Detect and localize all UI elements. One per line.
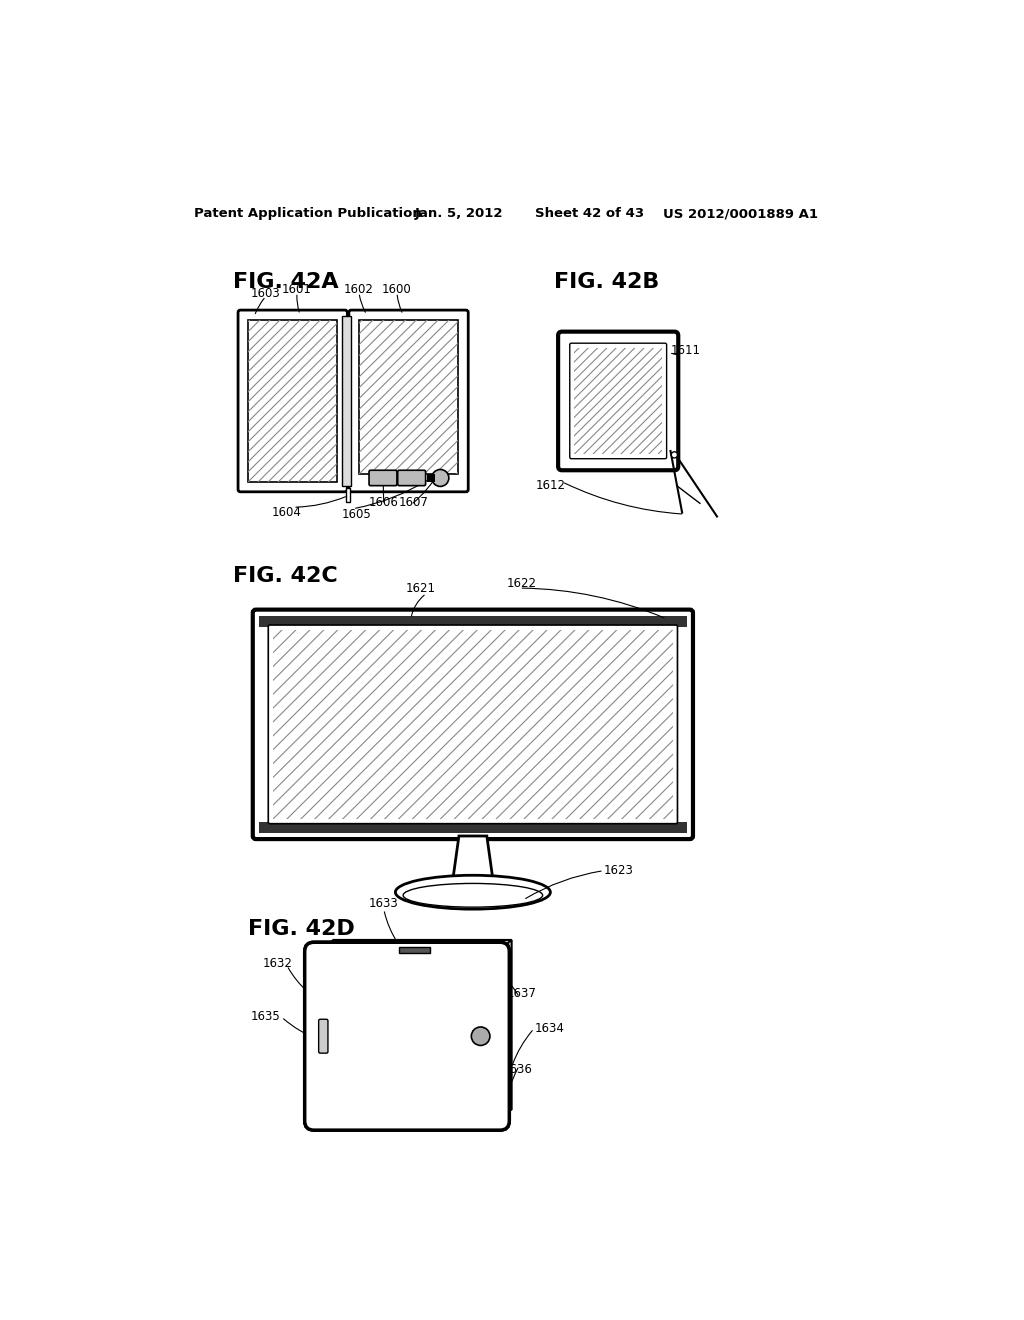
Bar bbox=[359, 321, 458, 474]
Bar bbox=[331, 969, 483, 1104]
FancyBboxPatch shape bbox=[268, 626, 678, 824]
Text: 1600: 1600 bbox=[382, 282, 412, 296]
FancyBboxPatch shape bbox=[238, 310, 347, 492]
Bar bbox=[399, 946, 430, 953]
Text: 1612: 1612 bbox=[536, 479, 565, 492]
Text: 1605: 1605 bbox=[342, 508, 372, 520]
Bar bbox=[273, 630, 673, 818]
Text: 1632: 1632 bbox=[262, 957, 293, 970]
Ellipse shape bbox=[403, 883, 543, 907]
Circle shape bbox=[471, 1027, 489, 1045]
Bar bbox=[574, 348, 662, 454]
Ellipse shape bbox=[395, 875, 550, 909]
Text: FIG. 42D: FIG. 42D bbox=[248, 919, 355, 939]
Bar bbox=[574, 348, 662, 454]
Text: Jan. 5, 2012: Jan. 5, 2012 bbox=[415, 207, 503, 220]
Text: 1635: 1635 bbox=[250, 1010, 280, 1023]
Text: 1606: 1606 bbox=[369, 496, 398, 510]
Text: FIG. 42C: FIG. 42C bbox=[232, 566, 337, 586]
Bar bbox=[259, 822, 687, 833]
Text: FIG. 42A: FIG. 42A bbox=[232, 272, 338, 292]
FancyBboxPatch shape bbox=[305, 942, 509, 1130]
Text: 1602: 1602 bbox=[344, 282, 374, 296]
FancyBboxPatch shape bbox=[397, 470, 426, 486]
Text: 1631: 1631 bbox=[399, 1101, 430, 1114]
Text: 1633: 1633 bbox=[369, 898, 398, 911]
FancyBboxPatch shape bbox=[318, 1019, 328, 1053]
Bar bbox=[273, 630, 673, 818]
Text: 1621: 1621 bbox=[406, 582, 436, 594]
Bar bbox=[359, 321, 458, 474]
Text: 1604: 1604 bbox=[272, 506, 302, 519]
Text: 1636: 1636 bbox=[503, 1063, 532, 1076]
Bar bbox=[427, 474, 435, 482]
Circle shape bbox=[672, 451, 678, 458]
Circle shape bbox=[432, 470, 449, 487]
Bar bbox=[331, 969, 483, 1104]
Polygon shape bbox=[496, 940, 512, 1122]
FancyBboxPatch shape bbox=[569, 343, 667, 459]
Text: 1601: 1601 bbox=[282, 282, 312, 296]
Text: 1622: 1622 bbox=[507, 577, 537, 590]
Text: US 2012/0001889 A1: US 2012/0001889 A1 bbox=[663, 207, 818, 220]
Text: 1607: 1607 bbox=[398, 496, 428, 510]
Text: 1623: 1623 bbox=[604, 865, 634, 878]
Text: Patent Application Publication: Patent Application Publication bbox=[194, 207, 422, 220]
Text: FIG. 42B: FIG. 42B bbox=[554, 272, 659, 292]
Polygon shape bbox=[317, 940, 512, 953]
FancyBboxPatch shape bbox=[305, 942, 509, 1130]
FancyBboxPatch shape bbox=[369, 470, 397, 486]
Bar bbox=[259, 615, 687, 627]
Polygon shape bbox=[452, 836, 494, 886]
Text: Sheet 42 of 43: Sheet 42 of 43 bbox=[535, 207, 644, 220]
Bar bbox=[248, 321, 337, 482]
Text: 1611: 1611 bbox=[671, 345, 700, 358]
Text: 1634: 1634 bbox=[535, 1022, 565, 1035]
Text: 1637: 1637 bbox=[507, 987, 537, 1001]
FancyBboxPatch shape bbox=[349, 310, 468, 492]
Bar bbox=[346, 488, 350, 502]
FancyBboxPatch shape bbox=[253, 610, 693, 840]
Bar bbox=[248, 321, 337, 482]
Text: 1603: 1603 bbox=[251, 286, 281, 300]
FancyBboxPatch shape bbox=[558, 331, 678, 470]
Bar bbox=[342, 317, 351, 486]
